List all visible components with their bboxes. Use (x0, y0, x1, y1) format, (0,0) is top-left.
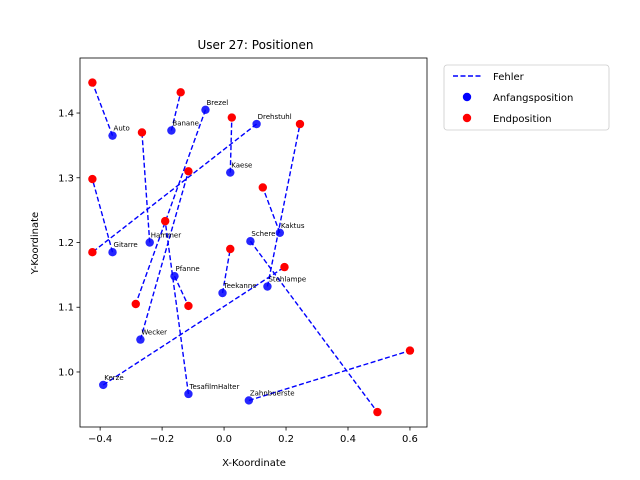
start-point-8 (246, 237, 255, 246)
error-line-15 (248, 349, 411, 402)
error-line-2 (135, 109, 207, 305)
end-point-4 (227, 113, 237, 122)
error-line-13 (102, 266, 285, 386)
point-label-2: Brezel (206, 99, 228, 107)
start-point-2 (201, 105, 210, 114)
end-point-1 (176, 88, 185, 97)
error-line-10 (266, 123, 301, 287)
start-point-12 (136, 335, 145, 344)
legend: Fehler Anfangsposition Endposition (443, 64, 610, 131)
start-point-5 (275, 228, 285, 237)
end-point-0 (88, 78, 97, 87)
point-label-13: Kerze (104, 374, 123, 382)
legend-entry-1: Anfangsposition (493, 93, 573, 104)
end-point-9 (184, 301, 193, 311)
legend-entry-2: Endposition (493, 114, 552, 125)
plot-area: Auto Banane Brezel Drehstuhl Kaese Kaktus Gita… (58, 57, 428, 445)
point-label-12: Wecker (141, 329, 167, 337)
point-label-4: Kaese (231, 162, 252, 170)
start-point-9 (170, 271, 179, 281)
error-line-1 (170, 92, 182, 131)
error-line-3 (91, 123, 258, 253)
end-point-11 (226, 244, 235, 254)
end-point-2 (131, 299, 140, 309)
start-point-15 (244, 396, 254, 405)
end-point-8 (373, 407, 382, 417)
y-axis-label: Y-Koordinate (30, 212, 41, 275)
y-tick-label-2: 1.2 (58, 238, 74, 249)
error-line-4 (229, 117, 233, 173)
start-point-14 (184, 389, 193, 399)
point-label-11: Teekanne (223, 282, 257, 290)
y-tick-label-4: 1.4 (58, 109, 74, 120)
point-label-7: Hammer (151, 232, 181, 240)
legend-entry-0: Fehler (493, 72, 525, 83)
point-label-0: Auto (114, 125, 130, 133)
error-line-9 (173, 275, 190, 307)
point-label-15: Zahnbuerste (250, 389, 295, 397)
end-point-15 (405, 346, 415, 355)
end-point-6 (88, 174, 97, 184)
point-label-9: Pfanne (175, 265, 199, 273)
x-tick-label-3: 0.2 (278, 434, 294, 445)
y-tick-label-1: 1.1 (58, 303, 74, 314)
point-label-10: Stehlampe (268, 276, 306, 284)
legend-box (443, 64, 610, 131)
start-point-6 (108, 248, 117, 257)
legend-start-marker (462, 92, 472, 102)
end-point-12 (184, 167, 193, 176)
y-tick-label-3: 1.3 (58, 173, 74, 184)
error-line-14 (164, 221, 190, 395)
start-point-10 (263, 282, 272, 291)
x-tick-label-5: 0.6 (402, 434, 418, 445)
start-point-4 (226, 168, 235, 177)
end-point-14 (161, 216, 170, 226)
x-tick-label-2: 0.0 (216, 434, 232, 445)
point-label-1: Banane (172, 120, 199, 128)
end-point-13 (280, 262, 289, 272)
x-tick-label-0: −0.4 (88, 434, 112, 445)
point-label-3: Drehstuhl (258, 113, 292, 121)
chart-title: User 27: Positionen (197, 38, 313, 52)
point-label-14: TesafilmHalter (188, 383, 239, 391)
start-point-0 (108, 131, 117, 140)
end-point-3 (88, 248, 97, 257)
point-label-5: Kaktus (281, 222, 305, 230)
error-line-5 (262, 187, 281, 234)
legend-end-marker (462, 113, 472, 123)
end-point-7 (137, 128, 147, 137)
error-line-12 (139, 171, 190, 340)
start-point-1 (167, 126, 176, 135)
end-point-5 (258, 183, 267, 192)
error-line-0 (91, 82, 114, 136)
x-axis-label: X-Koordinate (222, 458, 286, 469)
x-tick-label-4: 0.4 (340, 434, 356, 445)
start-point-13 (99, 380, 108, 390)
start-point-7 (145, 238, 154, 247)
point-label-6: Gitarre (114, 241, 138, 249)
end-point-10 (295, 119, 305, 129)
y-tick-label-0: 1.0 (58, 367, 74, 378)
error-line-7 (141, 132, 151, 243)
error-line-6 (91, 178, 114, 253)
error-line-8 (249, 240, 378, 413)
start-point-11 (218, 288, 227, 298)
start-point-3 (252, 119, 261, 129)
x-tick-label-1: −0.2 (150, 434, 174, 445)
point-label-8: Schere (251, 230, 275, 238)
